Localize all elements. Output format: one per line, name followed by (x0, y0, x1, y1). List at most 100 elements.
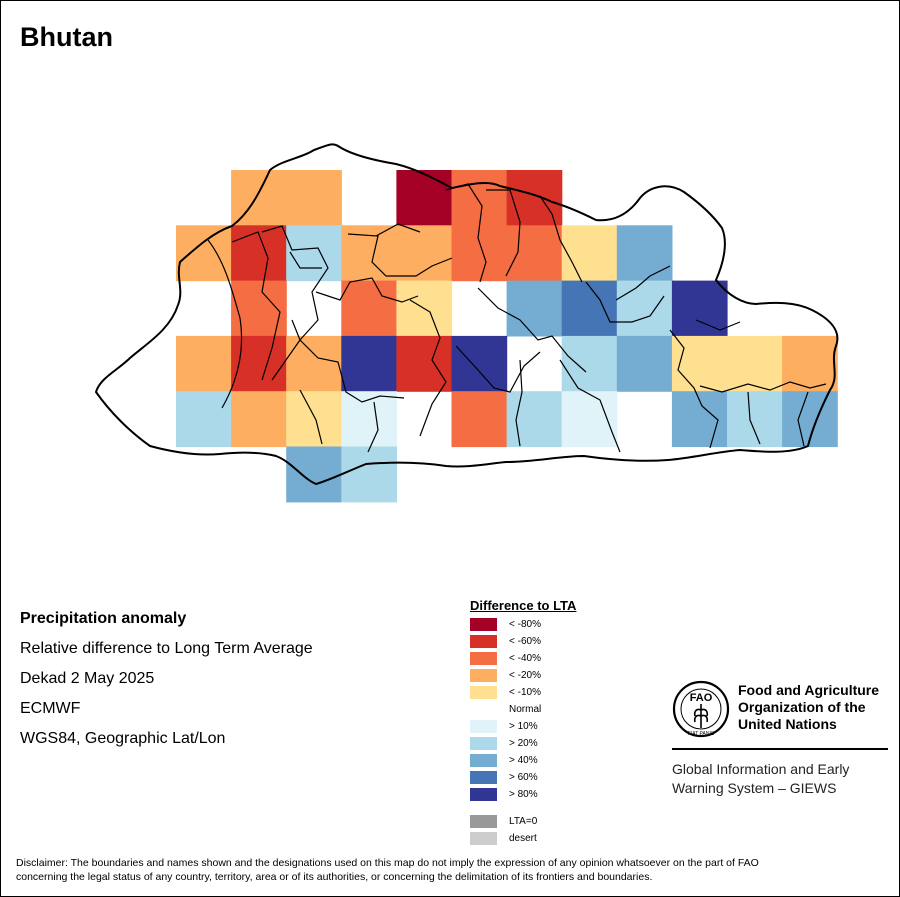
anomaly-cell (561, 280, 618, 337)
anomaly-cell (782, 335, 838, 392)
anomaly-cell (451, 225, 508, 282)
anomaly-cell (341, 335, 397, 392)
svg-text:FIAT PANIS: FIAT PANIS (688, 731, 715, 737)
legend-swatch (470, 618, 497, 631)
anomaly-cell (451, 391, 508, 448)
disclaimer: Disclaimer: The boundaries and names sho… (16, 856, 886, 884)
legend-swatch (470, 815, 497, 828)
legend-label: LTA=0 (509, 816, 538, 827)
legend-item: < -60% (470, 633, 576, 650)
giews-line: Warning System – GIEWS (672, 780, 837, 796)
disclaimer-line: concerning the legal status of any count… (16, 871, 653, 883)
legend-label: > 80% (509, 789, 538, 800)
legend-label: > 40% (509, 755, 538, 766)
anomaly-cell (286, 335, 342, 392)
anomaly-cell (341, 446, 397, 503)
legend-swatch (470, 635, 497, 648)
map-canvas (94, 143, 839, 503)
legend-item: Normal (470, 701, 576, 718)
anomaly-cell (176, 225, 232, 282)
legend-label: > 10% (509, 721, 538, 732)
district-boundaries (207, 183, 827, 453)
anomaly-cell (561, 335, 618, 392)
legend-item: < -10% (470, 684, 576, 701)
anomaly-cell (286, 391, 342, 448)
legend-label: < -10% (509, 687, 541, 698)
anomaly-cell (616, 335, 673, 392)
legend-item: < -20% (470, 667, 576, 684)
anomaly-cell (451, 335, 508, 392)
legend-swatch (470, 703, 497, 716)
info-description: Relative difference to Long Term Average (20, 640, 313, 657)
anomaly-cell (561, 225, 618, 282)
anomaly-cell (286, 225, 342, 282)
info-projection: WGS84, Geographic Lat/Lon (20, 730, 226, 747)
legend-label: < -60% (509, 636, 541, 647)
bhutan-national-border (94, 143, 839, 486)
legend-label: < -40% (509, 653, 541, 664)
anomaly-cell (616, 225, 673, 282)
map-info-block: Precipitation anomaly Relative differenc… (20, 604, 313, 754)
anomaly-cell (341, 280, 397, 337)
anomaly-cell (231, 170, 287, 226)
anomaly-cell (727, 335, 783, 392)
legend-item: < -40% (470, 650, 576, 667)
info-source: ECMWF (20, 700, 81, 717)
anomaly-cell (561, 391, 618, 448)
legend-label: > 20% (509, 738, 538, 749)
legend-swatch (470, 832, 497, 845)
anomaly-cell (396, 170, 453, 226)
divider (672, 748, 888, 750)
giews-name: Global Information and Early Warning Sys… (672, 760, 849, 798)
anomaly-cell (176, 335, 232, 392)
legend-label: desert (509, 833, 537, 844)
anomaly-cell (671, 280, 728, 337)
map-title: Bhutan (20, 22, 113, 52)
legend-classes: < -80% < -60% < -40% < -20% < -10% Normal > 10… (470, 616, 576, 803)
fao-name-line: Organization of the (738, 699, 866, 715)
anomaly-cell (286, 170, 342, 226)
legend-extra-classes: LTA=0 desert (470, 813, 576, 847)
anomaly-cell (341, 391, 397, 448)
legend-item: > 40% (470, 752, 576, 769)
fao-logo-icon: FAO FIAT PANIS (672, 680, 730, 738)
info-period: Dekad 2 May 2025 (20, 670, 155, 687)
legend-label: > 60% (509, 772, 538, 783)
anomaly-cell (231, 335, 287, 392)
anomaly-cell (396, 225, 453, 282)
anomaly-cell (231, 391, 287, 448)
legend-swatch (470, 737, 497, 750)
fao-name-line: United Nations (738, 716, 837, 732)
anomaly-cell (506, 280, 563, 337)
anomaly-cell (286, 446, 342, 503)
legend: Difference to LTA < -80% < -60% < -40% < -2… (470, 598, 576, 847)
svg-text:FAO: FAO (690, 692, 713, 704)
legend-label: < -80% (509, 619, 541, 630)
disclaimer-line: Disclaimer: The boundaries and names sho… (16, 857, 759, 869)
giews-line: Global Information and Early (672, 761, 850, 777)
anomaly-cell (451, 170, 508, 226)
anomaly-cell (506, 170, 563, 226)
legend-swatch (470, 788, 497, 801)
legend-item: > 80% (470, 786, 576, 803)
legend-item: LTA=0 (470, 813, 576, 830)
anomaly-cell (506, 225, 563, 282)
fao-name: Food and Agriculture Organization of the… (738, 682, 879, 733)
legend-swatch (470, 771, 497, 784)
legend-item: desert (470, 830, 576, 847)
legend-swatch (470, 686, 497, 699)
legend-item: > 10% (470, 718, 576, 735)
legend-item: < -80% (470, 616, 576, 633)
anomaly-cell (506, 391, 563, 448)
legend-label: < -20% (509, 670, 541, 681)
legend-label: Normal (509, 704, 542, 715)
legend-item: > 60% (470, 769, 576, 786)
legend-swatch (470, 754, 497, 767)
anomaly-cell (176, 391, 232, 448)
legend-title: Difference to LTA (470, 598, 577, 613)
legend-swatch (470, 669, 497, 682)
anomaly-cell (616, 280, 673, 337)
legend-swatch (470, 652, 497, 665)
anomaly-cell (396, 335, 453, 392)
info-heading: Precipitation anomaly (20, 610, 187, 627)
